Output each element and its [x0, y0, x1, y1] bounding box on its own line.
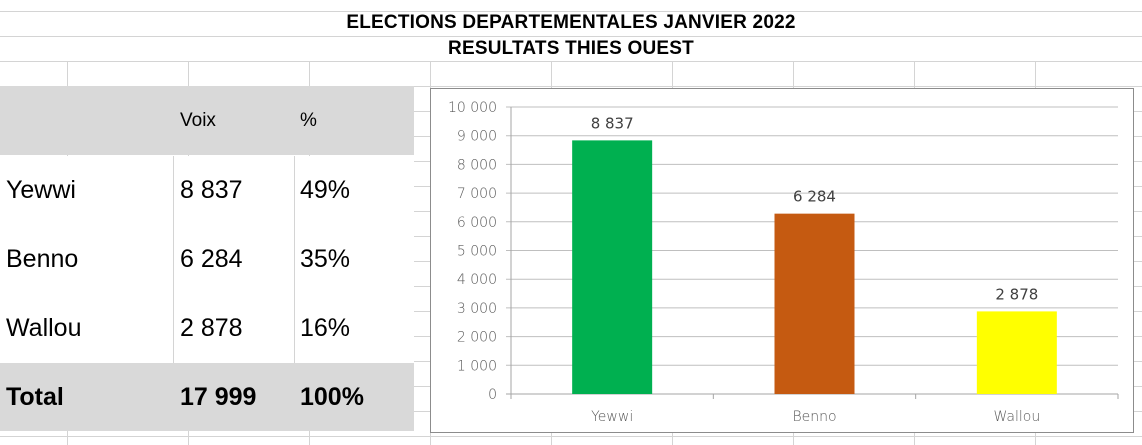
total-percent[interactable]: 100% — [300, 383, 364, 411]
table-header-row: Voix % — [0, 86, 414, 155]
row-voix[interactable]: 2 878 — [180, 314, 243, 342]
row-name[interactable]: Wallou — [6, 314, 82, 342]
row-name[interactable]: Yewwi — [6, 176, 76, 204]
row-name[interactable]: Benno — [6, 245, 79, 273]
data-label: 6 284 — [793, 188, 836, 206]
y-tick-label: 0 — [488, 387, 497, 403]
row-voix[interactable]: 8 837 — [180, 176, 243, 204]
x-tick-label: Wallou — [993, 409, 1040, 425]
title-block: ELECTIONS DEPARTEMENTALES JANVIER 2022 R… — [0, 0, 1142, 62]
header-voix: Voix — [180, 110, 216, 131]
page-subtitle: RESULTATS THIES OUEST — [448, 38, 694, 59]
row-voix[interactable]: 6 284 — [180, 245, 243, 273]
bar[interactable] — [774, 213, 855, 394]
row-percent[interactable]: 35% — [300, 245, 351, 273]
y-tick-label: 3 000 — [457, 301, 497, 317]
y-tick-label: 1 000 — [457, 358, 497, 374]
row-percent[interactable]: 16% — [300, 314, 351, 342]
header-percent: % — [300, 110, 317, 131]
chart-svg: 0 1 000 2 000 3 000 4 000 5 000 6 000 7 000 8 00… — [448, 100, 1119, 425]
bar-chart[interactable]: 0 1 000 2 000 3 000 4 000 5 000 6 000 7 000 8 00… — [430, 88, 1134, 433]
table-total-row[interactable]: Total 17 999 100% — [0, 363, 414, 431]
row-percent[interactable]: 49% — [300, 176, 351, 204]
y-tick-label: 10 000 — [448, 100, 497, 116]
y-tick-label: 9 000 — [457, 129, 497, 145]
table-row[interactable]: Wallou 2 878 16% — [0, 294, 414, 364]
table-row[interactable]: Yewwi 8 837 49% — [0, 156, 414, 226]
page-title: ELECTIONS DEPARTEMENTALES JANVIER 2022 — [346, 12, 796, 33]
y-tick-label: 2 000 — [457, 330, 497, 346]
y-tick-label: 6 000 — [457, 215, 497, 231]
y-tick-label: 4 000 — [457, 272, 497, 288]
y-tick-label: 5 000 — [457, 244, 497, 260]
y-tick-label: 8 000 — [457, 157, 497, 173]
x-tick-label: Yewwi — [591, 409, 633, 425]
bar[interactable] — [976, 311, 1057, 394]
total-voix[interactable]: 17 999 — [180, 383, 257, 411]
total-name[interactable]: Total — [6, 383, 64, 411]
x-tick-label: Benno — [792, 409, 836, 425]
data-label: 8 837 — [591, 114, 634, 132]
bar[interactable] — [572, 140, 653, 394]
table-row[interactable]: Benno 6 284 35% — [0, 225, 414, 295]
data-label: 2 878 — [995, 285, 1038, 303]
y-tick-label: 7 000 — [457, 186, 497, 202]
